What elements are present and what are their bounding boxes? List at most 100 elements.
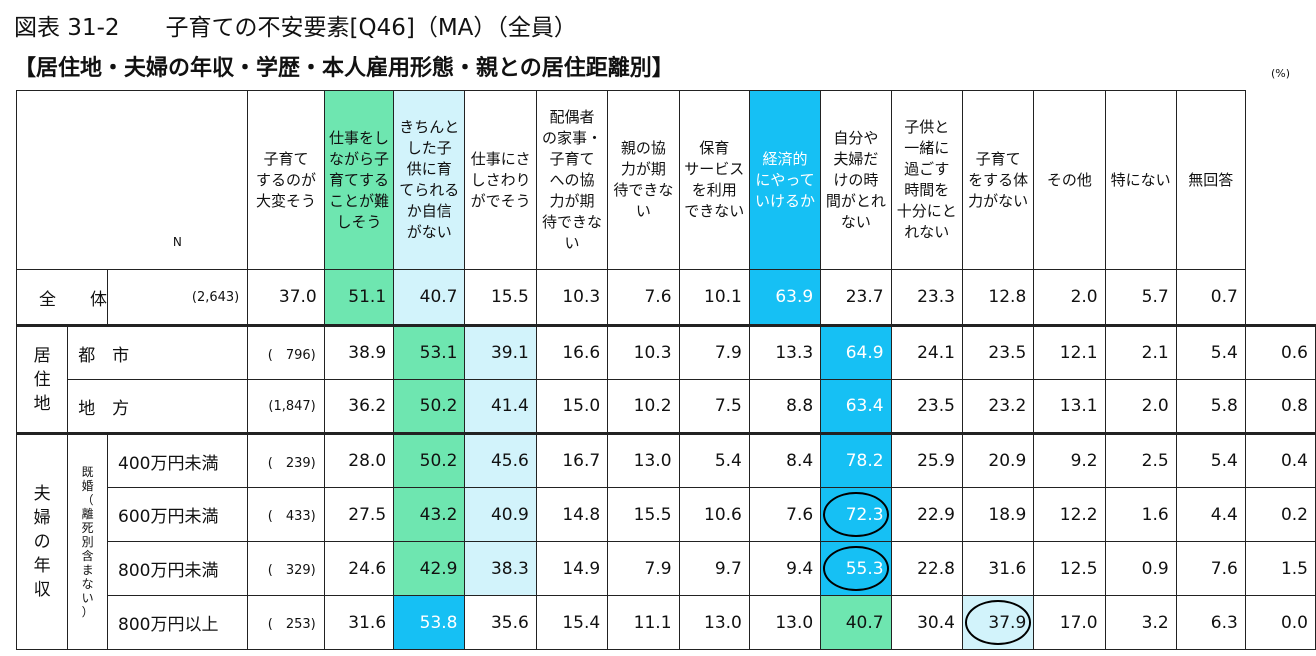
value-cell: 5.4 bbox=[678, 432, 750, 488]
data-table: N 子育て するのが 大変そう 仕事をし ながら子 育てする ことが難 しそう きちんと した子供… bbox=[15, 90, 1316, 650]
value-cell: 10.1 bbox=[678, 269, 750, 326]
column-header: 子供と 一緒に 過ごす 時間を 十分にと れない bbox=[890, 90, 963, 270]
value-cell: 27.5 bbox=[323, 487, 395, 542]
value-cell: 22.8 bbox=[890, 541, 963, 596]
value-cell: 7.9 bbox=[607, 541, 680, 596]
value-cell: 7.6 bbox=[748, 487, 822, 542]
column-header: その他 bbox=[1033, 90, 1106, 270]
value-cell: 10.6 bbox=[678, 487, 750, 542]
column-header: 仕事をし ながら子 育てする ことが難 しそう bbox=[323, 90, 395, 270]
value-cell: 0.7 bbox=[1175, 269, 1246, 326]
value-cell: 8.8 bbox=[748, 379, 822, 434]
value-cell: 50.2 bbox=[393, 379, 466, 434]
row-label: 400万円未満 bbox=[106, 432, 249, 488]
value-cell: 39.1 bbox=[464, 324, 537, 380]
value-cell: 2.1 bbox=[1104, 324, 1177, 380]
value-cell: 41.4 bbox=[464, 379, 537, 434]
value-cell: 64.9 bbox=[820, 324, 892, 380]
value-cell: 38.9 bbox=[323, 324, 395, 380]
value-cell: 2.0 bbox=[1033, 269, 1106, 326]
value-cell: 20.9 bbox=[961, 432, 1035, 488]
value-cell: 42.9 bbox=[393, 541, 466, 596]
value-cell: 7.5 bbox=[678, 379, 750, 434]
header-blank bbox=[15, 90, 68, 270]
value-cell: 12.2 bbox=[1033, 487, 1106, 542]
value-cell: 23.2 bbox=[961, 379, 1035, 434]
value-cell: 78.2 bbox=[820, 432, 892, 488]
value-cell: 7.6 bbox=[1175, 541, 1246, 596]
value-cell: 43.2 bbox=[393, 487, 466, 542]
value-cell: 50.2 bbox=[393, 432, 466, 488]
value-cell: 45.6 bbox=[464, 432, 537, 488]
value-cell: 5.8 bbox=[1175, 379, 1246, 434]
column-header: 特にない bbox=[1104, 90, 1177, 270]
value-cell: 23.5 bbox=[961, 324, 1035, 380]
column-header: 無回答 bbox=[1175, 90, 1246, 270]
value-cell: 23.5 bbox=[890, 379, 963, 434]
value-cell: 13.0 bbox=[748, 595, 822, 650]
row-label: 800万円以上 bbox=[106, 595, 249, 650]
value-cell: 5.4 bbox=[1175, 324, 1246, 380]
value-cell: 16.7 bbox=[535, 432, 609, 488]
value-cell: 7.9 bbox=[678, 324, 750, 380]
value-cell: 13.0 bbox=[607, 432, 680, 488]
value-cell: 25.9 bbox=[890, 432, 963, 488]
n-cell: ( 329) bbox=[247, 541, 325, 596]
value-cell: 13.0 bbox=[678, 595, 750, 650]
value-cell: 63.4 bbox=[820, 379, 892, 434]
value-cell: 2.0 bbox=[1104, 379, 1177, 434]
value-cell: 53.1 bbox=[393, 324, 466, 380]
value-cell: 0.2 bbox=[1244, 487, 1316, 542]
row-label: 地 方 bbox=[67, 379, 249, 434]
value-cell: 0.9 bbox=[1104, 541, 1177, 596]
n-cell: ( 253) bbox=[247, 595, 325, 650]
value-cell: 24.6 bbox=[323, 541, 395, 596]
value-cell: 13.1 bbox=[1033, 379, 1106, 434]
value-cell: 9.2 bbox=[1033, 432, 1106, 488]
value-cell: 12.1 bbox=[1033, 324, 1106, 380]
table-row: 全 体 (2,643) 37.0 51.1 40.7 15.5 10.3 7.6 10.1 63.… bbox=[16, 269, 1316, 326]
value-cell: 28.0 bbox=[323, 432, 395, 488]
value-cell: 30.4 bbox=[890, 595, 963, 650]
value-cell: 9.4 bbox=[748, 541, 822, 596]
n-cell: (2,643) bbox=[106, 269, 249, 326]
value-cell: 37.0 bbox=[247, 269, 325, 326]
n-cell: ( 239) bbox=[247, 432, 325, 488]
value-cell: 40.7 bbox=[393, 269, 466, 326]
value-cell: 40.7 bbox=[820, 595, 892, 650]
value-cell: 12.8 bbox=[961, 269, 1035, 326]
value-cell: 8.4 bbox=[748, 432, 822, 488]
column-header: 子育て をする体 力がない bbox=[961, 90, 1035, 270]
table-row: 居住地都 市( 796) 38.9 53.1 39.1 16.6 10.3 7.9 13.3 6… bbox=[15, 324, 1316, 434]
table-row: 800万円以上( 253) 31.6 53.8 35.6 15.4 11.1 13.0 13.… bbox=[17, 595, 1316, 650]
value-cell: 6.3 bbox=[1175, 595, 1246, 650]
value-cell: 10.2 bbox=[607, 379, 680, 434]
value-cell: 2.5 bbox=[1104, 432, 1177, 488]
row-label: 都 市 bbox=[67, 324, 249, 380]
column-header: 自分や 夫婦だ けの時 間がとれ ない bbox=[820, 90, 892, 270]
value-cell: 9.7 bbox=[678, 541, 750, 596]
value-cell: 31.6 bbox=[961, 541, 1035, 596]
value-cell: 10.3 bbox=[607, 324, 680, 380]
value-cell: 51.1 bbox=[323, 269, 395, 326]
row-label: 全 体 bbox=[16, 269, 108, 326]
value-cell: 38.3 bbox=[464, 541, 537, 596]
group-sublabel: 既婚（離死別含まない） bbox=[67, 432, 108, 650]
value-cell: 22.9 bbox=[890, 487, 963, 542]
value-cell: 1.6 bbox=[1104, 487, 1177, 542]
value-cell: 1.5 bbox=[1244, 541, 1316, 596]
value-cell: 40.9 bbox=[464, 487, 537, 542]
value-cell: 53.8 bbox=[393, 595, 466, 650]
value-cell: 14.9 bbox=[535, 541, 609, 596]
row-label: 800万円未満 bbox=[106, 541, 249, 596]
value-cell: 15.0 bbox=[535, 379, 609, 434]
value-cell: 4.4 bbox=[1175, 487, 1246, 542]
value-cell: 72.3 bbox=[820, 487, 892, 542]
n-cell: ( 796) bbox=[247, 324, 325, 380]
value-cell: 15.5 bbox=[607, 487, 680, 542]
table-row: 夫婦の年収既婚（離死別含まない） 400万円未満( 239) 28.0 50.2 45.… bbox=[15, 432, 1316, 650]
value-cell: 23.7 bbox=[820, 269, 892, 326]
header-blank bbox=[67, 90, 108, 270]
value-cell: 35.6 bbox=[464, 595, 537, 650]
value-cell: 36.2 bbox=[323, 379, 395, 434]
